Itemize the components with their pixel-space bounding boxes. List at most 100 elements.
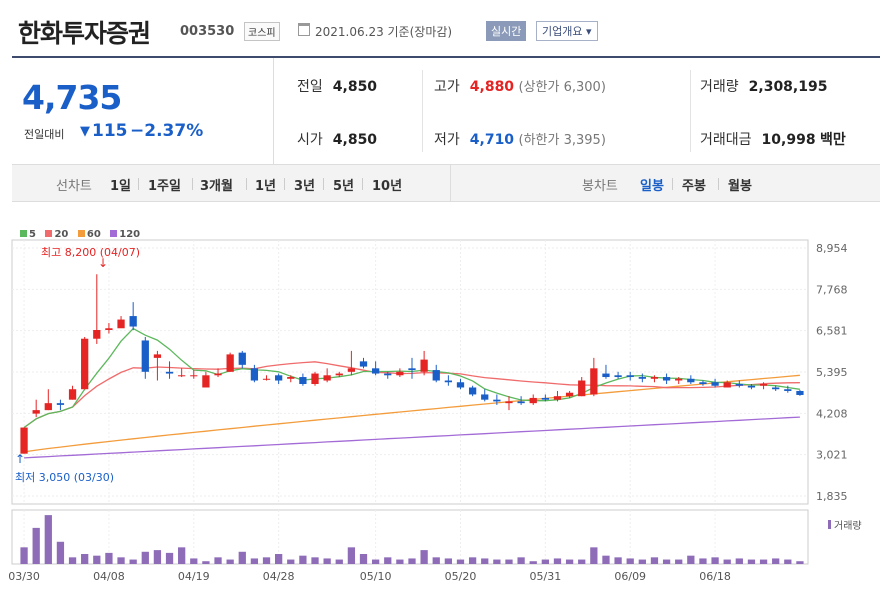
volume-bar	[359, 554, 368, 564]
y-tick-label: 5,395	[816, 366, 848, 379]
volume-bar	[141, 551, 149, 564]
market-badge: 코스피	[244, 22, 280, 41]
candle-body	[93, 330, 101, 339]
volume-legend: 거래량	[828, 517, 862, 532]
price-summary: 4,735 전일대비 ▼ 115 −2.37% 전일 4,850 시가 4,850 …	[12, 56, 880, 164]
candle-body	[347, 368, 356, 372]
candle-body	[68, 389, 77, 400]
candle-body	[287, 377, 295, 379]
volume-bar	[456, 559, 465, 564]
header: 한화투자증권 003530 코스피 2021.06.23 기준(장마감) 실시간…	[0, 0, 880, 52]
x-tick-label: 05/31	[530, 570, 562, 583]
company-overview-button[interactable]: 기업개요 ▾	[536, 21, 598, 41]
separator	[284, 178, 285, 190]
candle-body	[796, 390, 804, 395]
candle-monthly[interactable]: 월봉	[728, 179, 752, 194]
volume: 거래량 2,308,195	[700, 76, 827, 96]
y-tick-label: 4,208	[816, 407, 848, 420]
volume-bar	[335, 559, 343, 564]
volume-bar	[590, 547, 598, 564]
candle-body	[626, 375, 634, 378]
volume-bar	[396, 559, 404, 564]
candle-body	[432, 370, 440, 381]
candle-body	[687, 378, 695, 383]
y-tick-label: 6,581	[816, 325, 848, 338]
volume-bar	[468, 557, 477, 564]
candle-body	[590, 368, 598, 395]
volume-bar	[32, 527, 40, 564]
y-tick-label: 8,954	[816, 242, 848, 255]
price-box: 4,735 전일대비 ▼ 115 −2.37%	[12, 58, 274, 164]
x-tick-label: 03/30	[8, 570, 40, 583]
volume-bar	[384, 557, 392, 564]
volume-bar	[68, 557, 77, 564]
candle-body	[105, 328, 113, 331]
current-price: 4,735	[22, 78, 122, 117]
candle-body	[299, 377, 307, 385]
prev-close-label: 전일	[297, 79, 323, 95]
x-tick-label: 04/28	[263, 570, 295, 583]
x-tick-label: 05/10	[360, 570, 392, 583]
period-1w[interactable]: 1주일	[148, 179, 181, 194]
calendar-icon	[298, 23, 310, 36]
down-arrow-icon: ▼	[80, 124, 90, 139]
x-tick-label: 06/09	[614, 570, 646, 583]
candle-body	[602, 373, 610, 378]
period-1d[interactable]: 1일	[110, 179, 132, 194]
volume-bar	[493, 559, 501, 564]
low-annotation: 최저 3,050 (03/30)	[15, 471, 115, 484]
candle-body	[311, 373, 319, 385]
legend-ma20: 20	[45, 229, 68, 240]
period-5y[interactable]: 5년	[333, 179, 355, 194]
open-price: 시가 4,850	[297, 129, 377, 149]
candle-body	[444, 380, 453, 383]
candle-body	[565, 392, 574, 397]
volume-bar	[190, 558, 198, 564]
volume-bar	[311, 557, 319, 564]
candle-body	[759, 384, 768, 386]
candle-body	[250, 368, 259, 381]
candle-body	[165, 371, 174, 374]
candle-body	[468, 387, 477, 395]
stock-code: 003530	[180, 24, 235, 39]
period-3y[interactable]: 3년	[294, 179, 316, 194]
divider	[422, 70, 423, 152]
candle-daily[interactable]: 일봉	[640, 179, 664, 194]
realtime-button[interactable]: 실시간	[486, 21, 527, 41]
volume-bar	[675, 559, 683, 564]
volume-bar	[371, 559, 380, 564]
candle-body	[226, 354, 234, 372]
volume-bar	[262, 557, 271, 564]
volume-bar	[529, 561, 537, 564]
volume-bar	[287, 559, 295, 564]
volume-bar	[420, 550, 428, 564]
volume-bar	[238, 551, 246, 564]
high-value: 4,880	[469, 79, 515, 95]
candle-body	[153, 354, 162, 358]
volume-label: 거래량	[700, 79, 739, 95]
trade-amount: 거래대금 10,998 백만	[700, 129, 846, 149]
legend-ma5: 5	[20, 229, 36, 240]
open-value: 4,850	[332, 132, 378, 148]
volume-bar	[650, 557, 659, 564]
period-10y[interactable]: 10년	[372, 179, 403, 194]
period-1y[interactable]: 1년	[255, 179, 277, 194]
ma120-line	[24, 416, 800, 459]
candle-body	[517, 401, 525, 404]
candle-weekly[interactable]: 주봉	[682, 179, 706, 194]
candle-body	[214, 373, 222, 376]
volume-bar	[735, 558, 743, 564]
candle-body	[408, 368, 416, 371]
period-3m[interactable]: 3개월	[200, 179, 233, 194]
volume-bar	[129, 559, 137, 564]
candle-body	[44, 403, 52, 411]
candle-body	[529, 397, 537, 404]
volume-bar	[347, 547, 356, 564]
x-tick-label: 05/20	[445, 570, 477, 583]
volume-bar	[408, 558, 416, 564]
x-tick-label: 04/08	[93, 570, 125, 583]
candle-body	[784, 389, 792, 391]
candle-body	[505, 401, 513, 404]
amount-label: 거래대금	[700, 132, 752, 148]
candle-body	[638, 377, 646, 379]
